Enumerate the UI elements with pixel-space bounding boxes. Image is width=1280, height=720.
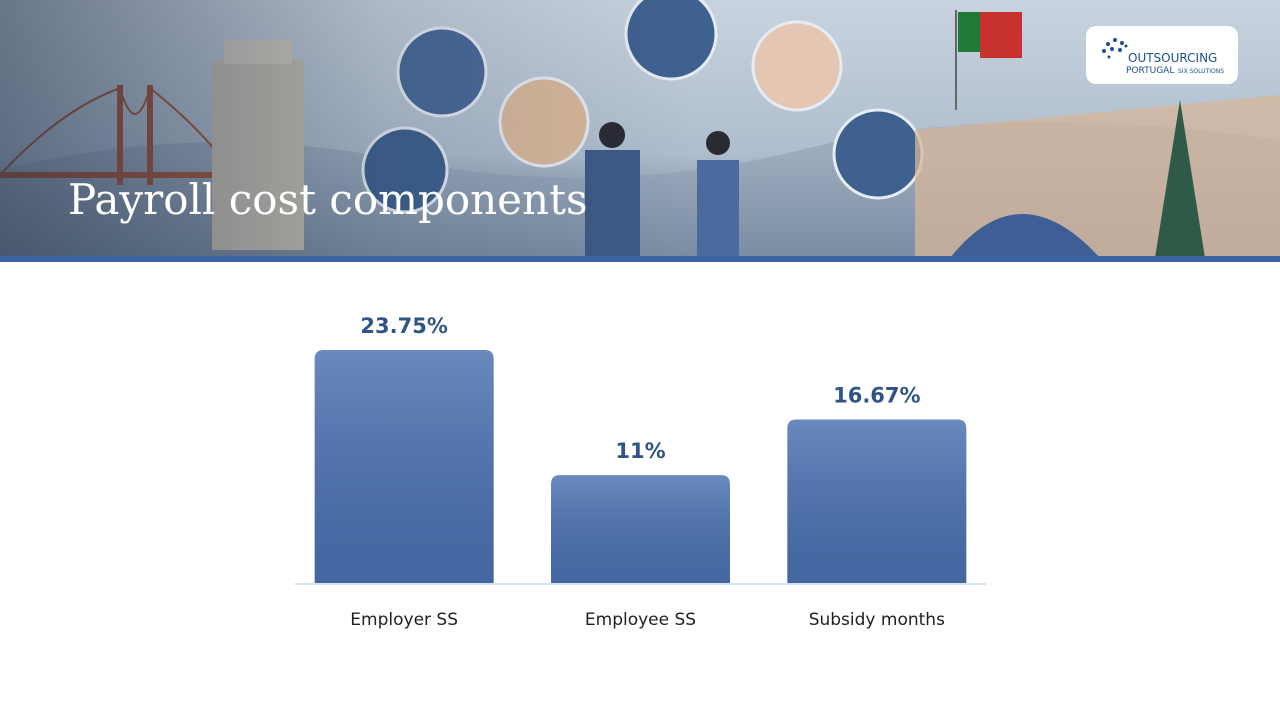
value-label: 23.75%	[360, 314, 447, 338]
brand-region: PORTUGAL	[1126, 66, 1174, 76]
category-label: Employer SS	[350, 610, 458, 630]
bar	[551, 475, 730, 583]
logo: OUTSOURCING PORTUGAL SIX SOLUTIONS	[1086, 26, 1238, 84]
bar	[314, 350, 494, 583]
value-label: 16.67%	[833, 383, 920, 407]
value-label: 11%	[615, 439, 665, 463]
slide-title: Payroll cost components	[68, 175, 588, 224]
bar	[787, 419, 967, 583]
brand-name: OUTSOURCING	[1128, 51, 1217, 65]
brand-tagline: SIX SOLUTIONS	[1178, 68, 1224, 75]
category-label: Subsidy months	[809, 610, 945, 630]
category-label: Employee SS	[585, 610, 696, 630]
chart: Employer SS 23.75% Employee SS 11% Subsidy m…	[295, 314, 986, 630]
banner	[0, 0, 1280, 262]
